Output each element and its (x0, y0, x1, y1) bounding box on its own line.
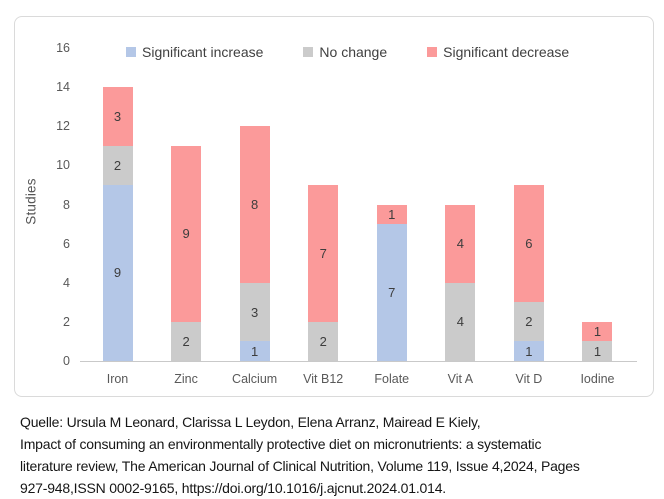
x-axis-label: Vit A (447, 372, 474, 386)
legend-swatch (126, 47, 136, 57)
y-axis-tick-label: 4 (63, 275, 70, 290)
bar-value-label: 4 (456, 314, 464, 330)
caption-line: 927-948,ISSN 0002-9165, https://doi.org/… (20, 480, 446, 496)
bar-segment: 1 (239, 341, 270, 361)
bar-value-label: 6 (525, 236, 533, 252)
bar-segment: 6 (513, 184, 544, 303)
y-axis-tick-label: 14 (56, 80, 70, 95)
source-caption: Quelle: Ursula M Leonard, Clarissa L Ley… (20, 411, 580, 499)
y-axis-tick-label: 2 (63, 314, 70, 329)
x-axis-label: Folate (374, 372, 410, 386)
bar-value-label: 2 (319, 333, 327, 349)
bar-segment: 4 (445, 204, 476, 283)
bar-segment: 2 (308, 321, 339, 361)
y-axis-tick-label: 16 (56, 41, 70, 55)
bar-value-label: 4 (456, 236, 464, 252)
bar-segment: 2 (513, 302, 544, 342)
legend-item: Significant decrease (427, 44, 569, 60)
legend-label: Significant increase (142, 44, 264, 60)
legend-item: No change (303, 44, 387, 60)
x-axis-line (80, 361, 637, 362)
bar-value-label: 7 (388, 285, 396, 301)
x-axis-label: Calcium (232, 372, 278, 386)
bar-value-label: 2 (113, 157, 122, 173)
y-axis-tick-label: 10 (56, 158, 70, 173)
y-axis-tick-label: 12 (56, 119, 70, 134)
bar-segment: 8 (239, 126, 270, 283)
bar-segment: 1 (513, 341, 544, 361)
bar-segment: 7 (376, 224, 407, 361)
bar-segment: 3 (239, 282, 270, 342)
bar-segment: 4 (445, 282, 476, 361)
x-axis-label: Vit D (515, 372, 543, 386)
bar-segment: 3 (102, 87, 133, 146)
bar-value-label: 1 (251, 343, 259, 359)
legend-item: Significant increase (126, 44, 263, 60)
caption-line: literature review, The American Journal … (20, 458, 580, 474)
caption-line: Impact of consuming an environmentally p… (20, 436, 542, 452)
bar-segment: 1 (582, 341, 613, 361)
y-axis-tick-label: 0 (63, 354, 70, 368)
bar-segment: 9 (171, 145, 202, 322)
bar-value-label: 9 (113, 265, 122, 281)
caption-line: Quelle: Ursula M Leonard, Clarissa L Ley… (20, 414, 481, 430)
x-axis-label: Zinc (174, 372, 198, 386)
bar-segment: 1 (582, 321, 613, 342)
y-axis-tick-label: 8 (63, 197, 70, 212)
bar-value-label: 9 (182, 226, 190, 242)
bar-value-label: 1 (593, 324, 602, 340)
bar-value-label: 1 (593, 343, 602, 359)
bar-value-label: 7 (319, 245, 327, 261)
bar-segment: 9 (102, 184, 133, 361)
legend-swatch (427, 47, 438, 57)
x-axis-label: Iron (106, 372, 129, 386)
bar-segment: 2 (171, 321, 202, 361)
x-axis-label: Iodine (580, 372, 615, 386)
y-axis-tick-label: 6 (63, 236, 70, 251)
bar-value-label: 1 (388, 206, 396, 222)
legend-swatch (303, 47, 314, 57)
x-axis-label: Vit B12 (303, 372, 344, 386)
bar-segment: 2 (102, 145, 133, 185)
legend-label: Significant decrease (443, 44, 570, 60)
bar-value-label: 8 (251, 197, 259, 212)
bar-segment: 7 (308, 184, 339, 322)
legend-label: No change (319, 44, 388, 60)
legend: Significant increase No change Significant… (126, 44, 569, 60)
bar-value-label: 3 (251, 304, 259, 320)
bar-value-label: 1 (525, 343, 533, 359)
bar-value-label: 3 (113, 108, 122, 124)
bar-value-label: 2 (182, 333, 190, 349)
bar-value-label: 2 (525, 314, 533, 330)
bar-segment: 1 (376, 204, 407, 225)
